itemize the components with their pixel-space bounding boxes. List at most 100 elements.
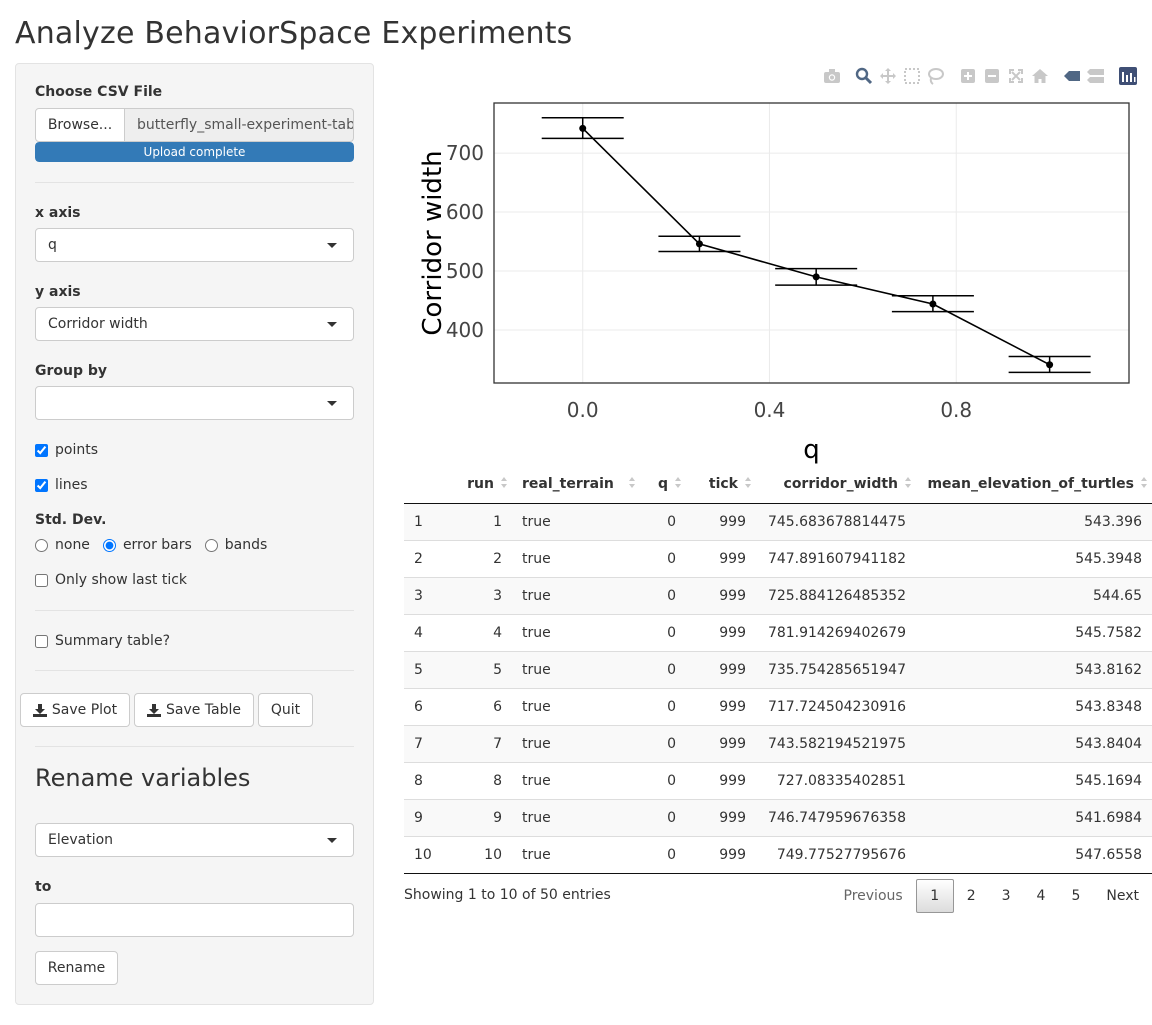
save-plot-label: Save Plot <box>51 702 118 718</box>
rename-button[interactable]: Rename <box>35 951 118 985</box>
table-cell: 3 <box>404 576 448 614</box>
col-header-mean-elevation[interactable]: mean_elevation_of_turtles <box>916 465 1152 504</box>
radio-bands[interactable] <box>204 538 218 552</box>
rename-variable-select[interactable]: Elevation <box>35 823 354 857</box>
table-cell: 9 <box>448 798 512 836</box>
download-icon <box>146 704 161 717</box>
std-dev-option-bands[interactable]: bands <box>204 537 268 553</box>
page-title: Analyze BehaviorSpace Experiments <box>15 16 573 51</box>
save-plot-button[interactable]: Save Plot <box>20 693 130 727</box>
line-chart[interactable]: 0.0 0.4 0.8 400 500 600 700 q Corridor width <box>404 95 1152 465</box>
x-axis-select[interactable]: q <box>35 228 354 262</box>
table-cell: 2 <box>404 539 448 577</box>
table-cell: 999 <box>686 650 756 688</box>
last-tick-checkbox-row[interactable]: Only show last tick <box>35 572 187 588</box>
table-cell: 545.7582 <box>916 613 1152 651</box>
table-cell: 0 <box>640 724 686 762</box>
data-points <box>579 124 1054 369</box>
data-table: run real_terrain q tick corridor_width m… <box>404 465 1152 874</box>
col-header-tick[interactable]: tick <box>686 465 756 504</box>
rename-to-input[interactable] <box>35 903 354 937</box>
table-row[interactable]: 7 7 true 0 999 743.582194521975 543.8404 <box>404 724 1152 762</box>
table-row[interactable]: 10 10 true 0 999 749.77527795676 547.6558 <box>404 835 1152 874</box>
reset-axes-icon[interactable] <box>1031 67 1049 85</box>
file-input[interactable]: Browse... butterfly_small-experiment-tab… <box>35 108 354 142</box>
group-by-select[interactable] <box>35 386 354 420</box>
col-header-q[interactable]: q <box>640 465 686 504</box>
series-line <box>582 127 1050 366</box>
col-header-run[interactable]: run <box>448 465 512 504</box>
box-select-icon[interactable] <box>903 67 921 85</box>
pan-icon[interactable] <box>879 67 897 85</box>
browse-button[interactable]: Browse... <box>35 108 125 142</box>
previous-page-button[interactable]: Previous <box>843 888 903 904</box>
page-button-1[interactable]: 1 <box>915 879 954 913</box>
table-row[interactable]: 4 4 true 0 999 781.914269402679 545.7582 <box>404 613 1152 651</box>
col-header-real-terrain[interactable]: real_terrain <box>512 465 640 504</box>
table-cell: 999 <box>686 724 756 762</box>
col-header-tick-label: tick <box>708 475 738 492</box>
radio-bands-label: bands <box>224 537 268 553</box>
table-cell: 543.8404 <box>916 724 1152 762</box>
save-table-button[interactable]: Save Table <box>134 693 254 727</box>
table-cell: 0 <box>640 798 686 836</box>
page-button-4[interactable]: 4 <box>1036 888 1046 904</box>
lines-checkbox-row[interactable]: lines <box>35 477 88 493</box>
summary-checkbox-row[interactable]: Summary table? <box>35 633 170 649</box>
hover-compare-icon[interactable] <box>1087 67 1105 85</box>
table-row[interactable]: 6 6 true 0 999 717.724504230916 543.8348 <box>404 687 1152 725</box>
table-cell: 547.6558 <box>916 835 1152 874</box>
autoscale-icon[interactable] <box>1007 67 1025 85</box>
zoom-out-icon[interactable] <box>983 67 1001 85</box>
table-cell: true <box>512 835 640 874</box>
lasso-select-icon[interactable] <box>927 67 945 85</box>
last-tick-checkbox[interactable] <box>35 573 48 587</box>
std-dev-option-none[interactable]: none <box>35 537 90 553</box>
radio-none-label: none <box>55 537 90 553</box>
table-row[interactable]: 3 3 true 0 999 725.884126485352 544.65 <box>404 576 1152 614</box>
page-button-2[interactable]: 2 <box>966 888 976 904</box>
col-header-corridor-width[interactable]: corridor_width <box>756 465 916 504</box>
plot-area[interactable] <box>493 102 1130 384</box>
table-row[interactable]: 1 1 true 0 999 745.683678814475 543.396 <box>404 502 1152 540</box>
table-cell: true <box>512 761 640 799</box>
y-axis-select[interactable]: Corridor width <box>35 307 354 341</box>
radio-none[interactable] <box>35 538 48 552</box>
points-checkbox-row[interactable]: points <box>35 442 98 458</box>
hover-closest-icon[interactable] <box>1063 67 1081 85</box>
col-header-index[interactable] <box>404 465 448 504</box>
table-row[interactable]: 5 5 true 0 999 735.754285651947 543.8162 <box>404 650 1152 688</box>
table-cell: true <box>512 687 640 725</box>
lines-checkbox[interactable] <box>35 478 48 492</box>
table-cell: 0 <box>640 835 686 874</box>
zoom-in-icon[interactable] <box>959 67 977 85</box>
table-cell: 999 <box>686 835 756 874</box>
table-row[interactable]: 9 9 true 0 999 746.747959676358 541.6984 <box>404 798 1152 836</box>
camera-icon[interactable] <box>823 68 841 84</box>
table-row[interactable]: 2 2 true 0 999 747.891607941182 545.3948 <box>404 539 1152 577</box>
plotly-logo-icon[interactable] <box>1119 67 1137 85</box>
table-cell: 1 <box>448 502 512 540</box>
y-axis-value: Corridor width <box>48 316 148 332</box>
table-cell: 0 <box>640 502 686 540</box>
rename-section-title: Rename variables <box>35 764 251 792</box>
table-cell: 999 <box>686 761 756 799</box>
points-checkbox[interactable] <box>35 443 48 457</box>
table-row[interactable]: 8 8 true 0 999 727.08335402851 545.1694 <box>404 761 1152 799</box>
radio-error-bars[interactable] <box>102 538 116 552</box>
table-cell: 543.8162 <box>916 650 1152 688</box>
summary-table-label: Summary table? <box>55 633 170 649</box>
zoom-icon[interactable] <box>855 67 873 85</box>
next-page-button[interactable]: Next <box>1106 888 1139 904</box>
sort-icon <box>905 477 911 491</box>
summary-table-checkbox[interactable] <box>35 634 48 648</box>
std-dev-option-error-bars[interactable]: error bars <box>102 537 192 553</box>
table-cell: 6 <box>448 687 512 725</box>
quit-button[interactable]: Quit <box>258 693 313 727</box>
page-button-5[interactable]: 5 <box>1071 888 1081 904</box>
table-cell: true <box>512 613 640 651</box>
page-button-3[interactable]: 3 <box>1001 888 1011 904</box>
table-cell: 743.582194521975 <box>756 724 916 762</box>
x-axis-value: q <box>48 237 57 253</box>
table-cell: 545.1694 <box>916 761 1152 799</box>
